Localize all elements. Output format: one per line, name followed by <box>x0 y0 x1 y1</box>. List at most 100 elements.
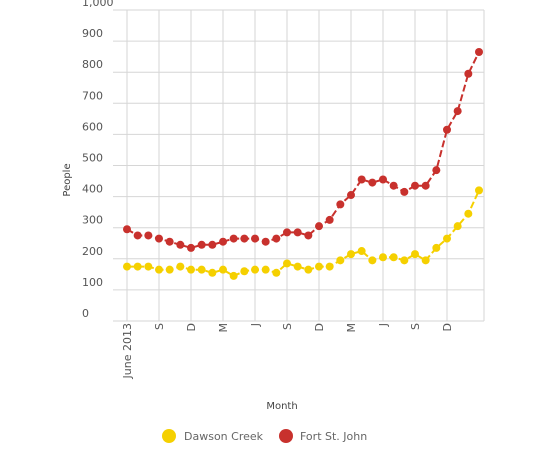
x-tick-label: J <box>377 323 390 327</box>
data-point <box>325 262 334 271</box>
data-point <box>187 265 195 274</box>
data-point <box>453 107 462 116</box>
y-tick-label: 300 <box>82 214 103 227</box>
series-points <box>123 47 483 280</box>
data-point <box>197 265 206 274</box>
data-point <box>208 268 217 277</box>
data-point <box>272 268 281 277</box>
data-point <box>357 247 366 256</box>
data-point <box>261 265 270 274</box>
data-point <box>240 267 249 276</box>
data-point <box>219 237 227 246</box>
x-tick-label: S <box>281 323 294 330</box>
data-point <box>251 234 259 243</box>
data-point <box>400 256 409 265</box>
data-point <box>176 240 185 249</box>
data-point <box>304 231 313 240</box>
data-point <box>133 231 142 240</box>
x-tick-label: J <box>249 323 262 327</box>
data-point <box>304 265 313 274</box>
x-tick-label: M <box>217 323 230 333</box>
y-tick-label: 600 <box>82 120 103 133</box>
data-point <box>453 222 462 231</box>
data-point <box>251 265 259 274</box>
data-point <box>176 262 185 271</box>
data-point <box>208 240 217 249</box>
data-point <box>219 265 227 274</box>
y-tick-label: 700 <box>82 89 103 102</box>
data-point <box>379 253 387 262</box>
data-point <box>421 181 430 190</box>
data-point <box>144 231 153 240</box>
data-point <box>133 262 142 271</box>
y-tick-label: 800 <box>82 58 103 71</box>
data-point <box>389 181 398 190</box>
data-point <box>315 262 323 271</box>
data-point <box>261 237 270 246</box>
y-axis-title: People <box>62 163 73 196</box>
legend-marker <box>162 429 176 443</box>
data-point <box>411 181 419 190</box>
legend-label: Fort St. John <box>300 430 367 443</box>
data-point <box>123 225 131 234</box>
y-tick-label: 900 <box>82 27 103 40</box>
y-tick-label: 1,000 <box>82 0 114 9</box>
data-point <box>165 237 174 246</box>
data-point <box>432 166 441 175</box>
data-point <box>293 228 302 237</box>
data-point <box>368 256 377 265</box>
data-point <box>475 47 483 56</box>
data-point <box>272 234 281 243</box>
y-tick-label: 400 <box>82 183 103 196</box>
data-point <box>336 200 345 209</box>
y-tick-label: 0 <box>82 307 89 320</box>
x-tick-label: M <box>345 323 358 333</box>
x-axis: June 2013 S D M J S D M J S D <box>121 323 454 379</box>
data-point <box>229 234 238 243</box>
x-tick-label: D <box>185 323 198 331</box>
data-point <box>325 215 334 224</box>
legend-marker <box>279 429 293 443</box>
data-point <box>347 191 355 200</box>
data-point <box>187 243 195 252</box>
legend: Dawson Creek Fort St. John <box>162 429 367 443</box>
series-line <box>126 51 480 249</box>
x-tick-label: June 2013 <box>121 323 134 379</box>
data-point <box>389 253 398 262</box>
data-point <box>443 125 451 134</box>
data-point <box>165 265 174 274</box>
series-line <box>127 189 480 278</box>
data-point <box>464 69 473 78</box>
grid <box>113 9 485 322</box>
x-tick-label: D <box>313 323 326 331</box>
data-point <box>315 222 323 231</box>
series-lines <box>126 51 480 278</box>
data-point <box>411 250 419 259</box>
data-point <box>357 175 366 184</box>
data-point <box>379 175 387 184</box>
x-tick-label: S <box>153 323 166 330</box>
data-point <box>432 243 441 252</box>
data-point <box>443 234 451 243</box>
y-tick-label: 100 <box>82 276 103 289</box>
x-tick-label: S <box>409 323 422 330</box>
data-point <box>283 228 291 237</box>
data-point <box>293 262 302 271</box>
data-point <box>347 250 355 259</box>
y-tick-label: 200 <box>82 245 103 258</box>
data-point <box>400 187 409 196</box>
data-point <box>368 178 377 187</box>
data-point <box>229 271 238 280</box>
data-point <box>283 259 291 268</box>
data-point <box>144 262 153 271</box>
data-point <box>336 256 345 265</box>
legend-label: Dawson Creek <box>184 430 264 443</box>
data-point <box>421 256 430 265</box>
data-point <box>475 186 483 195</box>
y-axis: 0 100 200 300 400 500 600 700 800 900 1,000 <box>82 0 114 320</box>
x-tick-label: D <box>441 323 454 331</box>
data-point <box>464 209 473 218</box>
data-point <box>155 265 163 274</box>
data-point <box>155 234 163 243</box>
